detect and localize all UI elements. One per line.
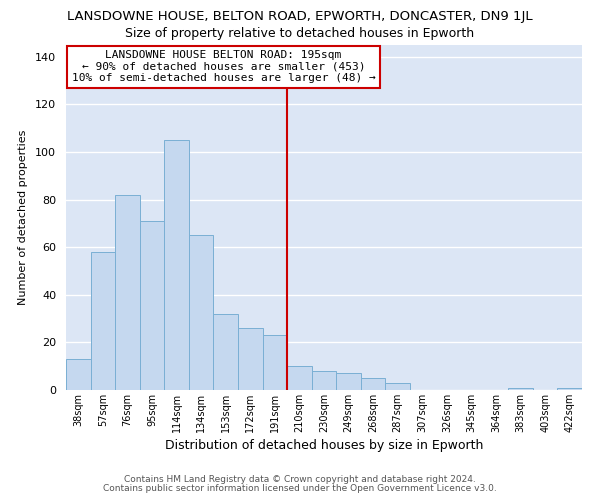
Bar	[214, 314, 238, 390]
Text: Contains public sector information licensed under the Open Government Licence v3: Contains public sector information licen…	[103, 484, 497, 493]
Bar	[115, 195, 140, 390]
Bar	[66, 359, 91, 390]
Bar	[263, 336, 287, 390]
Text: LANSDOWNE HOUSE, BELTON ROAD, EPWORTH, DONCASTER, DN9 1JL: LANSDOWNE HOUSE, BELTON ROAD, EPWORTH, D…	[67, 10, 533, 23]
Bar	[312, 371, 336, 390]
Bar	[140, 221, 164, 390]
X-axis label: Distribution of detached houses by size in Epworth: Distribution of detached houses by size …	[165, 439, 483, 452]
Bar	[336, 374, 361, 390]
Bar	[361, 378, 385, 390]
Bar	[164, 140, 189, 390]
Text: Size of property relative to detached houses in Epworth: Size of property relative to detached ho…	[125, 28, 475, 40]
Bar	[508, 388, 533, 390]
Bar	[385, 383, 410, 390]
Y-axis label: Number of detached properties: Number of detached properties	[18, 130, 28, 305]
Bar	[91, 252, 115, 390]
Bar	[557, 388, 582, 390]
Text: Contains HM Land Registry data © Crown copyright and database right 2024.: Contains HM Land Registry data © Crown c…	[124, 475, 476, 484]
Text: LANSDOWNE HOUSE BELTON ROAD: 195sqm
← 90% of detached houses are smaller (453)
1: LANSDOWNE HOUSE BELTON ROAD: 195sqm ← 90…	[71, 50, 375, 84]
Bar	[238, 328, 263, 390]
Bar	[189, 236, 214, 390]
Bar	[287, 366, 312, 390]
